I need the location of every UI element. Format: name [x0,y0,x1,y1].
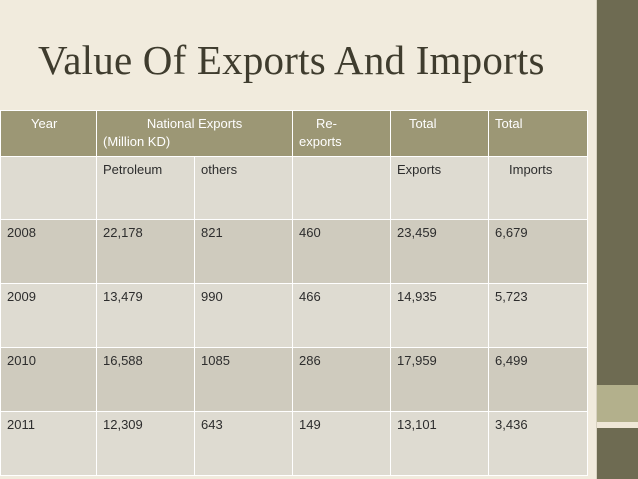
header-national-exports-line1: National Exports [146,116,243,131]
cell-imports: 3,436 [488,411,589,476]
cell-exports: 14,935 [390,283,490,348]
header-reexports-line2: exports [299,134,342,149]
header-total-imports: Total [488,110,589,157]
table-row: 2011 12,309 643 149 13,101 3,436 [0,411,589,476]
cell-imports: 6,679 [488,219,589,284]
cell-imports: 6,499 [488,347,589,412]
cell-year: 2009 [0,283,97,348]
side-bar-middle [597,385,638,422]
exports-imports-table: Year National Exports (Million KD) Re- e… [0,110,589,476]
header-reexports-line1: Re- [316,116,337,131]
cell-others: 821 [193,219,294,284]
subheader-petroleum: Petroleum [96,156,195,220]
header-year: Year [0,110,97,157]
header-national-exports-line2: (Million KD) [103,134,171,149]
table-subheader-row: Petroleum others Exports Imports [0,156,589,220]
slide-title: Value Of Exports And Imports [38,37,545,83]
cell-year: 2010 [0,347,97,412]
cell-exports: 17,959 [390,347,490,412]
table-row: 2010 16,588 1085 286 17,959 6,499 [0,347,589,412]
cell-year: 2008 [0,219,97,284]
table-row: 2009 13,479 990 466 14,935 5,723 [0,283,589,348]
cell-petroleum: 22,178 [96,219,195,284]
header-reexports: Re- exports [292,110,392,157]
subheader-others: others [193,156,294,220]
side-bar-bottom [597,428,638,479]
cell-others: 1085 [193,347,294,412]
cell-reexports: 460 [292,219,392,284]
table-header-row: Year National Exports (Million KD) Re- e… [0,110,589,157]
cell-petroleum: 13,479 [96,283,195,348]
subheader-year [0,156,97,220]
header-total-exports: Total [390,110,490,157]
table-row: 2008 22,178 821 460 23,459 6,679 [0,219,589,284]
cell-others: 643 [193,411,294,476]
cell-imports: 5,723 [488,283,589,348]
side-divider [596,0,597,479]
subheader-exports: Exports [390,156,490,220]
cell-exports: 23,459 [390,219,490,284]
subheader-reexports [292,156,392,220]
cell-others: 990 [193,283,294,348]
cell-exports: 13,101 [390,411,490,476]
header-national-exports: National Exports (Million KD) [95,110,294,157]
cell-year: 2011 [0,411,97,476]
cell-reexports: 149 [292,411,392,476]
cell-reexports: 466 [292,283,392,348]
subheader-imports: Imports [488,156,589,220]
cell-petroleum: 16,588 [96,347,195,412]
side-bar-top [597,0,638,385]
cell-reexports: 286 [292,347,392,412]
cell-petroleum: 12,309 [96,411,195,476]
